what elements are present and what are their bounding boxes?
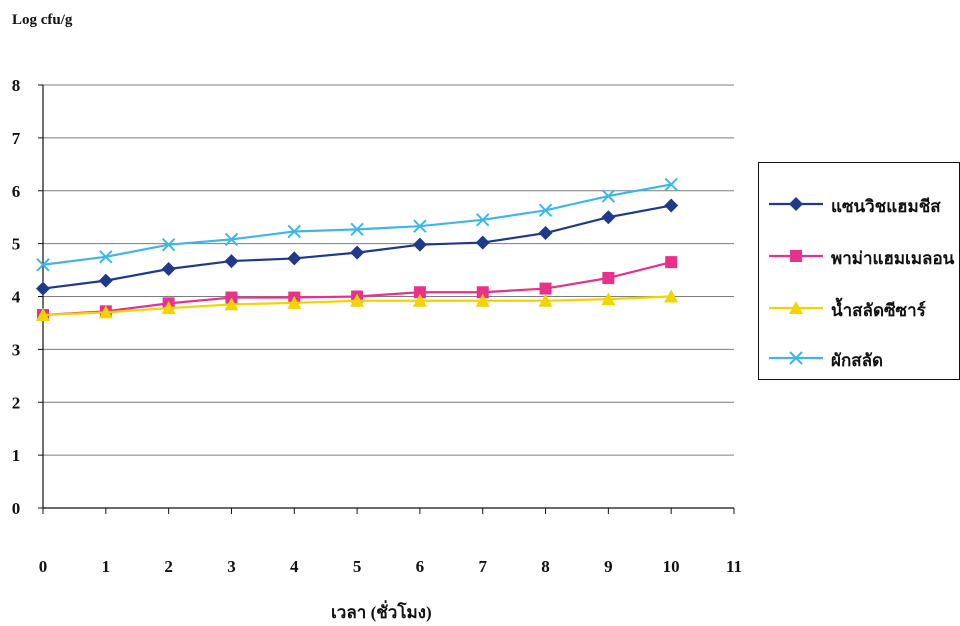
y-tick-label: 0 — [12, 499, 21, 518]
data-point-diamond — [161, 262, 176, 277]
x-tick-label: 5 — [353, 557, 362, 576]
data-point-diamond — [538, 226, 553, 241]
x-tick-label: 3 — [227, 557, 236, 576]
data-point-x — [350, 222, 364, 237]
data-point-triangle — [350, 293, 365, 307]
legend-item-parma-ham: พาม่าแฮมเมลอน — [759, 243, 959, 269]
y-tick-label: 1 — [12, 446, 21, 465]
legend: แซนวิชแฮมชีส พาม่าแฮมเมลอน น้ำสลัดซีซาร์… — [758, 162, 960, 380]
x-tick-label: 9 — [604, 557, 613, 576]
tick-labels: 0 1 2 3 4 5 6 7 8 0 1 2 3 4 5 6 7 8 9 10 11 — [12, 76, 742, 576]
legend-marker-x — [769, 351, 823, 365]
data-point-square — [539, 282, 552, 295]
x-tick-label: 10 — [663, 557, 680, 576]
y-tick-label: 7 — [12, 129, 21, 148]
legend-marker — [789, 351, 803, 365]
legend-marker — [790, 250, 802, 262]
x-tick-label: 2 — [164, 557, 173, 576]
gridlines — [43, 84, 734, 456]
data-point-triangle — [601, 292, 616, 306]
series-line-2 — [42, 261, 672, 317]
data-point-diamond — [412, 237, 427, 252]
legend-label: น้ำสลัดซีซาร์ — [831, 301, 926, 321]
data-point-square — [665, 256, 678, 269]
data-point-diamond — [475, 235, 490, 250]
data-point-square — [602, 271, 615, 284]
data-point-x — [413, 219, 427, 233]
y-tick-label: 8 — [12, 76, 21, 95]
y-tick-label: 2 — [12, 393, 21, 412]
x-tick-label: 0 — [39, 557, 48, 576]
x-tick-label: 4 — [290, 557, 299, 576]
data-point-diamond — [664, 198, 679, 213]
x-tick-label: 6 — [416, 557, 425, 576]
data-point-x — [36, 258, 50, 272]
data-point-triangle — [664, 289, 679, 303]
data-point-x — [224, 232, 239, 247]
series-layer — [36, 177, 679, 322]
axes — [38, 84, 735, 514]
data-point-diamond — [287, 251, 302, 266]
data-point-x — [538, 203, 553, 218]
x-tick-label: 7 — [478, 557, 487, 576]
data-point-diamond — [601, 210, 616, 225]
x-axis-label: เวลา (ชั่วโมง) — [331, 603, 432, 622]
data-point-diamond — [36, 281, 50, 296]
legend-marker — [789, 301, 803, 314]
data-point-triangle — [36, 308, 50, 322]
y-axis-label: Log cfu/g — [12, 12, 73, 28]
data-point-diamond — [98, 273, 113, 288]
legend-label: แซนวิชแฮมชีส — [831, 197, 941, 217]
data-point-x — [99, 250, 113, 264]
legend-marker-triangle — [769, 301, 823, 314]
legend-label: ผักสลัด — [831, 351, 884, 371]
data-point-x — [664, 177, 678, 192]
y-tick-label: 5 — [12, 235, 21, 254]
data-point-triangle — [538, 293, 553, 307]
legend-label: พาม่าแฮมเมลอน — [831, 249, 955, 269]
x-tick-label: 11 — [726, 557, 742, 576]
data-point-square — [476, 286, 489, 299]
data-point-triangle — [98, 305, 113, 319]
data-point-triangle — [161, 301, 176, 315]
data-point-square — [413, 286, 426, 299]
y-tick-label: 3 — [12, 340, 21, 359]
y-tick-label: 6 — [12, 182, 21, 201]
legend-marker — [789, 197, 803, 211]
data-point-x — [601, 189, 616, 203]
legend-item-sandwich: แซนวิชแฮมชีส — [759, 191, 959, 217]
y-tick-label: 4 — [12, 288, 21, 307]
data-point-triangle — [475, 293, 490, 307]
x-tick-label: 8 — [541, 557, 550, 576]
data-point-x — [287, 224, 301, 239]
data-point-triangle — [412, 293, 427, 307]
legend-marker-diamond — [769, 197, 823, 211]
x-tick-label: 1 — [102, 557, 111, 576]
data-point-x — [161, 237, 176, 252]
data-point-diamond — [224, 254, 239, 269]
legend-item-caesar-dressing: น้ำสลัดซีซาร์ — [759, 295, 959, 321]
data-point-triangle — [287, 295, 302, 309]
data-point-diamond — [350, 245, 365, 260]
data-point-triangle — [224, 297, 239, 311]
legend-marker-square — [769, 250, 823, 262]
legend-item-salad: ผักสลัด — [759, 345, 959, 371]
data-point-x — [476, 213, 490, 227]
